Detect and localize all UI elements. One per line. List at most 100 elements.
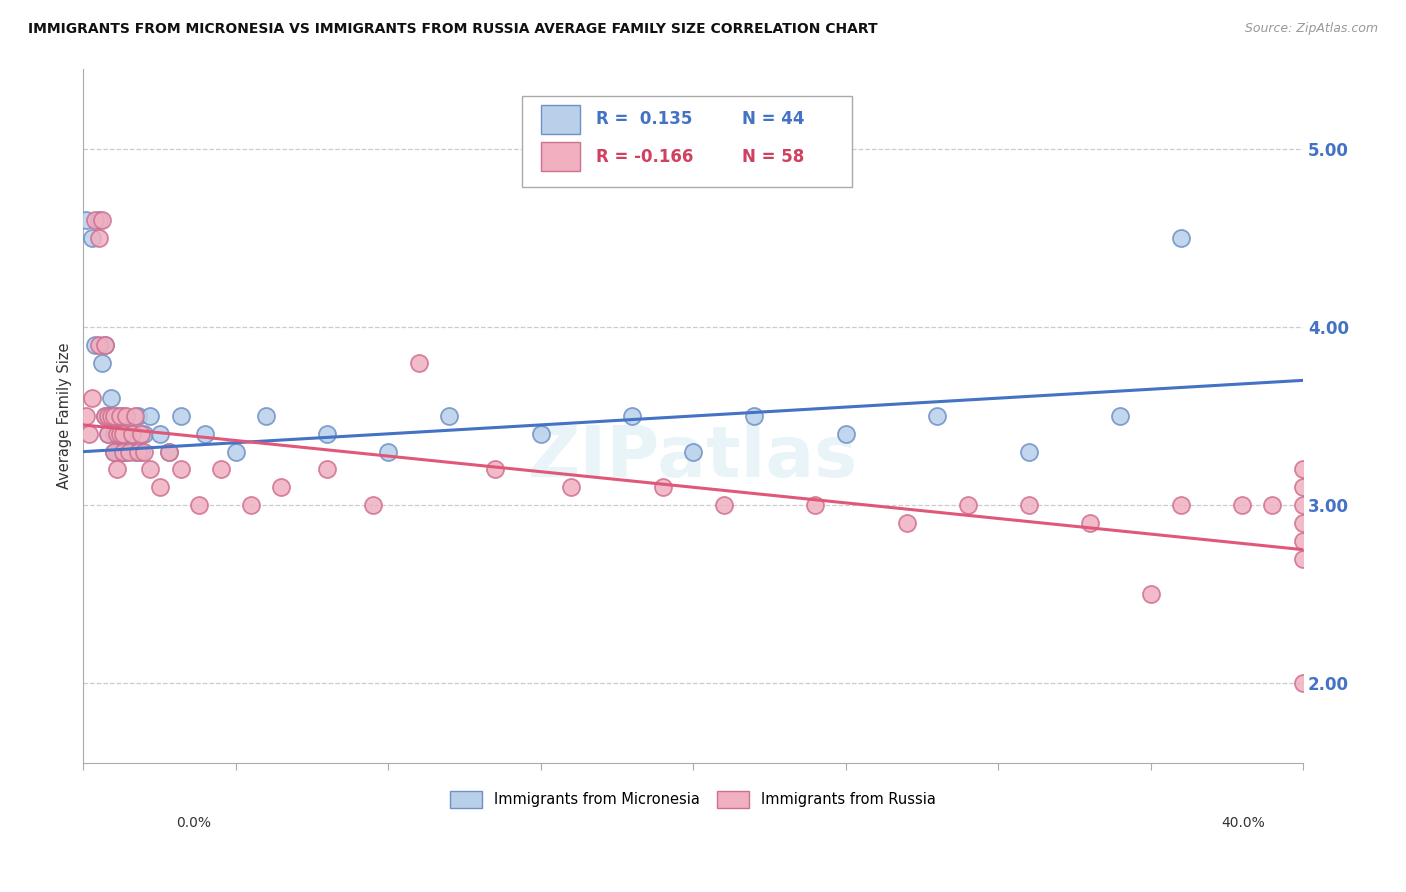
Point	[129, 444, 152, 458]
Point	[124, 444, 146, 458]
Point	[1018, 444, 1040, 458]
Point	[484, 462, 506, 476]
Point	[108, 426, 131, 441]
Point	[194, 426, 217, 441]
Point	[127, 409, 149, 423]
Point	[103, 444, 125, 458]
Point	[93, 409, 115, 423]
Point	[93, 337, 115, 351]
Point	[115, 409, 138, 423]
Point	[408, 355, 430, 369]
Point	[1292, 533, 1315, 548]
Point	[103, 409, 125, 423]
Point	[804, 498, 827, 512]
Point	[93, 337, 115, 351]
Point	[1018, 498, 1040, 512]
Point	[621, 409, 644, 423]
Point	[100, 409, 122, 423]
Point	[93, 409, 115, 423]
Point	[240, 498, 263, 512]
Point	[157, 444, 180, 458]
Point	[170, 409, 193, 423]
Point	[270, 480, 292, 494]
Point	[148, 426, 170, 441]
Point	[105, 444, 128, 458]
Point	[84, 337, 107, 351]
Point	[170, 462, 193, 476]
Point	[121, 426, 143, 441]
Point	[713, 498, 735, 512]
Point	[87, 337, 110, 351]
Text: 0.0%: 0.0%	[176, 816, 211, 830]
Point	[75, 213, 97, 227]
Point	[97, 409, 120, 423]
Point	[75, 409, 97, 423]
Point	[129, 426, 152, 441]
Text: N = 44: N = 44	[742, 111, 804, 128]
Point	[651, 480, 673, 494]
Point	[139, 462, 162, 476]
Point	[254, 409, 277, 423]
Point	[118, 444, 141, 458]
Point	[560, 480, 582, 494]
Point	[82, 391, 104, 405]
Point	[108, 409, 131, 423]
Point	[1230, 498, 1253, 512]
Point	[103, 426, 125, 441]
Point	[87, 231, 110, 245]
Point	[103, 444, 125, 458]
Point	[377, 444, 399, 458]
Point	[111, 426, 134, 441]
Point	[225, 444, 247, 458]
Point	[1170, 498, 1192, 512]
Point	[87, 213, 110, 227]
Point	[111, 444, 134, 458]
Point	[682, 444, 704, 458]
Point	[956, 498, 979, 512]
Point	[100, 391, 122, 405]
Point	[111, 409, 134, 423]
Point	[437, 409, 460, 423]
Point	[90, 355, 112, 369]
Point	[1292, 551, 1315, 566]
Point	[188, 498, 211, 512]
Point	[118, 426, 141, 441]
Point	[742, 409, 765, 423]
Point	[124, 409, 146, 423]
Point	[1078, 516, 1101, 530]
Point	[361, 498, 384, 512]
Point	[209, 462, 232, 476]
Text: ZIPatlas: ZIPatlas	[529, 423, 858, 492]
Point	[84, 213, 107, 227]
Point	[105, 409, 128, 423]
Point	[1292, 676, 1315, 690]
Legend: Immigrants from Micronesia, Immigrants from Russia: Immigrants from Micronesia, Immigrants f…	[443, 784, 943, 815]
Point	[1292, 480, 1315, 494]
Point	[1261, 498, 1284, 512]
Point	[139, 409, 162, 423]
Point	[134, 444, 156, 458]
Text: R =  0.135: R = 0.135	[596, 111, 692, 128]
Point	[97, 409, 120, 423]
Text: R = -0.166: R = -0.166	[596, 148, 693, 166]
Point	[1170, 231, 1192, 245]
Point	[121, 426, 143, 441]
Point	[834, 426, 856, 441]
Text: IMMIGRANTS FROM MICRONESIA VS IMMIGRANTS FROM RUSSIA AVERAGE FAMILY SIZE CORRELA: IMMIGRANTS FROM MICRONESIA VS IMMIGRANTS…	[28, 22, 877, 37]
Point	[108, 444, 131, 458]
Point	[530, 426, 553, 441]
Point	[1139, 587, 1161, 601]
Point	[148, 480, 170, 494]
Point	[127, 444, 149, 458]
Point	[157, 444, 180, 458]
Text: N = 58: N = 58	[742, 148, 804, 166]
Point	[82, 231, 104, 245]
Point	[105, 426, 128, 441]
FancyBboxPatch shape	[541, 142, 579, 171]
Point	[134, 426, 156, 441]
FancyBboxPatch shape	[523, 96, 852, 186]
Y-axis label: Average Family Size: Average Family Size	[58, 343, 72, 489]
Point	[97, 426, 120, 441]
Text: 40.0%: 40.0%	[1222, 816, 1265, 830]
Point	[90, 213, 112, 227]
